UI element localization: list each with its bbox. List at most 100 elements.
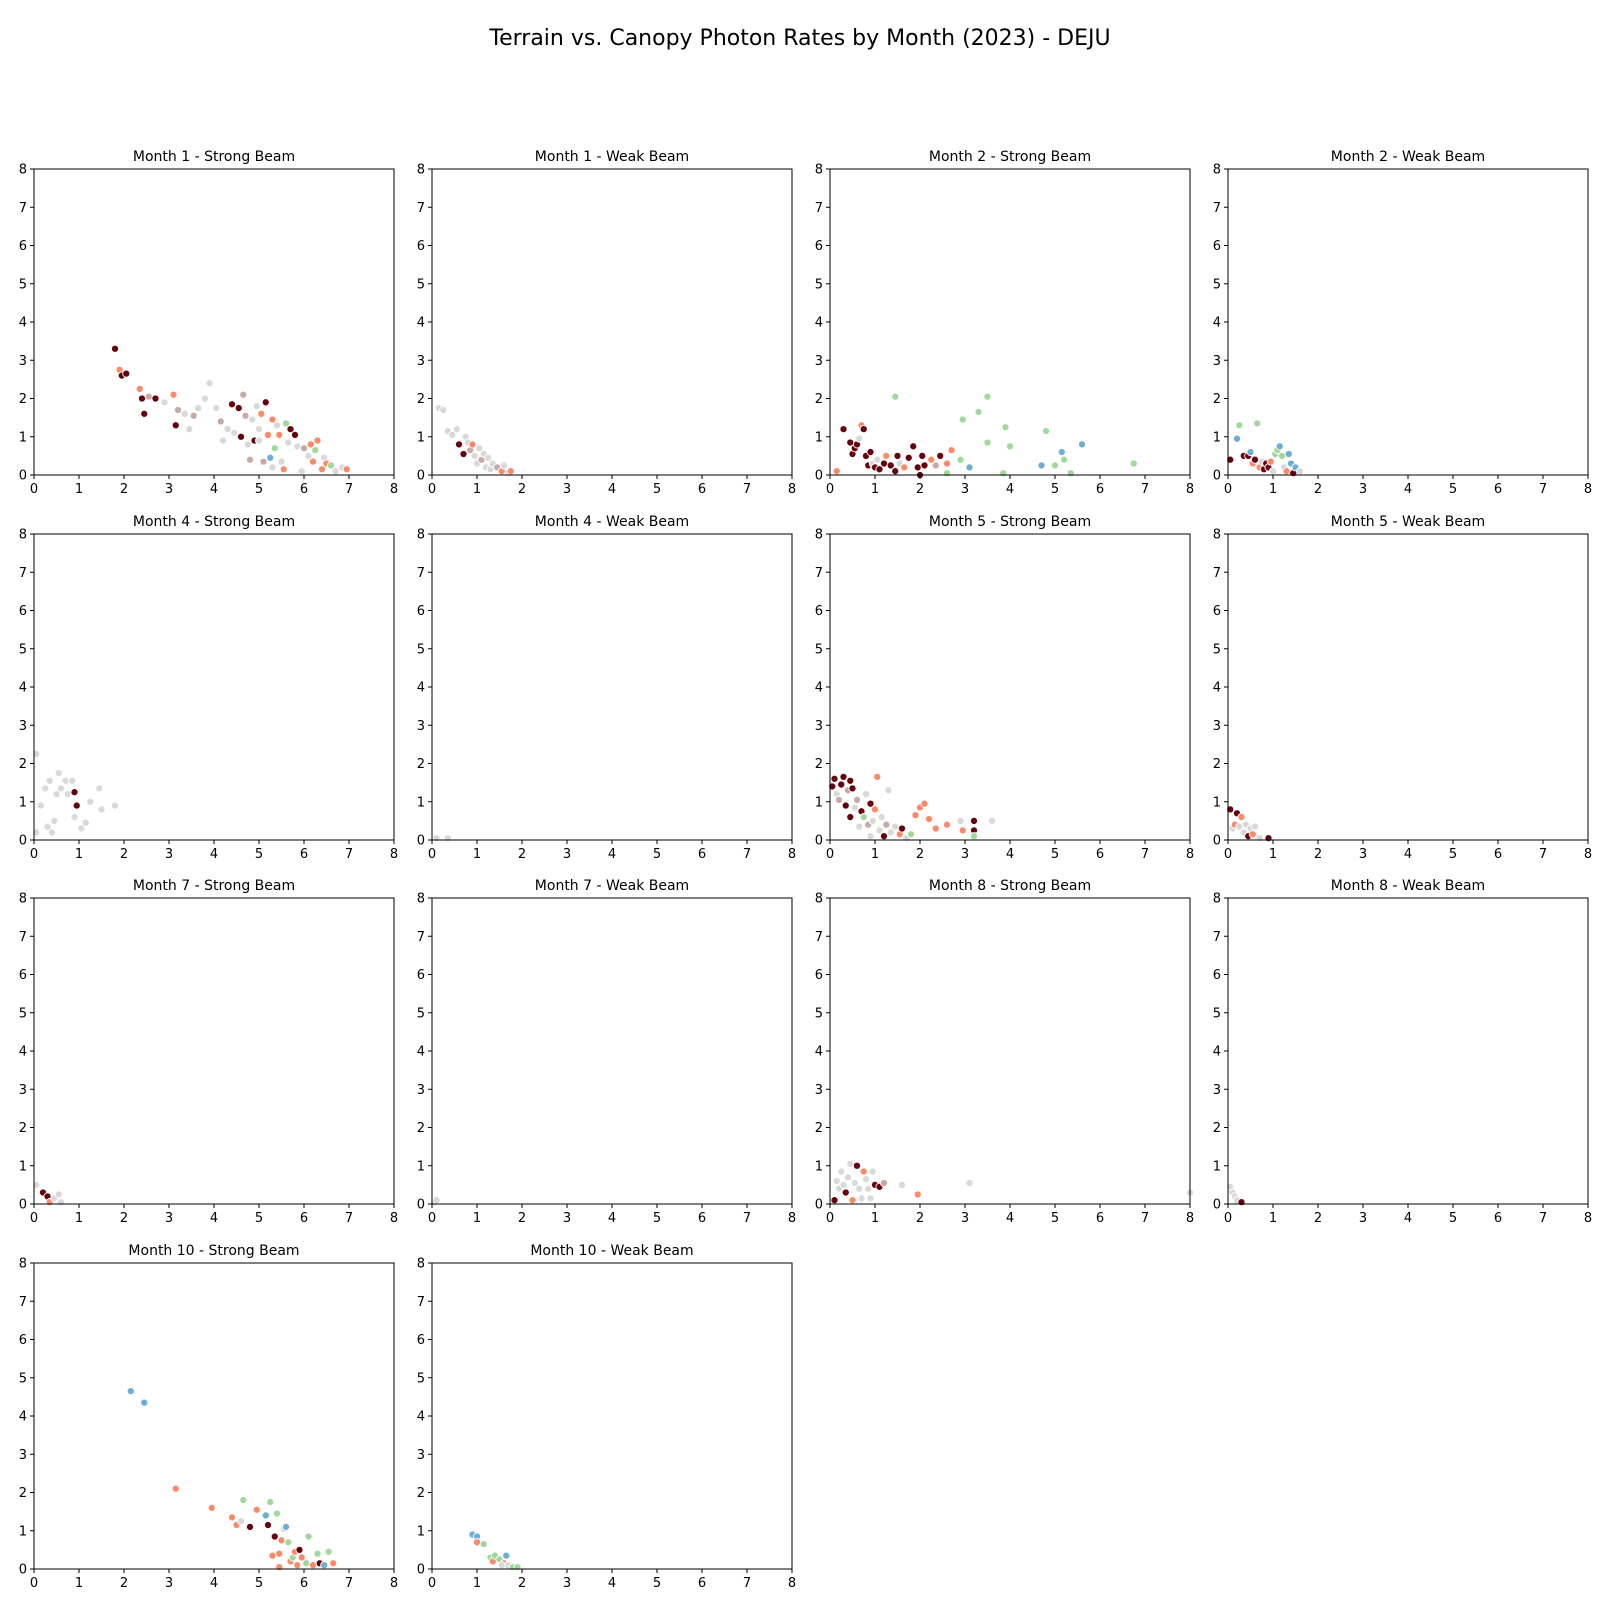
x-tick-label: 5 (1449, 482, 1457, 497)
scatter-point (212, 404, 221, 413)
scatter-point (137, 394, 147, 403)
y-tick-label: 0 (417, 469, 425, 484)
scatter-point (293, 442, 302, 451)
scatter-point (140, 1398, 149, 1407)
scatter-point (454, 440, 464, 449)
y-tick-label: 5 (19, 277, 27, 292)
scatter-point (70, 788, 79, 797)
scatter-point (302, 1559, 311, 1568)
y-tick-label: 4 (1213, 316, 1221, 331)
scatter-point (839, 772, 848, 781)
y-tick-label: 8 (417, 892, 425, 907)
y-tick-label: 0 (1213, 469, 1221, 484)
scatter-point (171, 1484, 180, 1493)
x-tick-label: 2 (120, 1211, 128, 1226)
scatter-point (1005, 442, 1015, 451)
y-tick-label: 5 (1213, 277, 1221, 292)
y-tick-label: 7 (417, 201, 425, 216)
y-tick-label: 7 (1213, 566, 1221, 581)
panel-title: Month 4 - Strong Beam (133, 514, 295, 530)
x-tick-label: 7 (1539, 1211, 1547, 1226)
x-tick-label: 3 (1359, 1211, 1367, 1226)
x-tick-label: 7 (743, 482, 751, 497)
scatter-point (81, 818, 90, 827)
x-tick-label: 8 (1186, 482, 1194, 497)
y-tick-label: 3 (417, 1448, 425, 1463)
x-tick-label: 3 (563, 1576, 571, 1591)
scatter-point (877, 813, 886, 822)
scatter-point (432, 834, 441, 843)
y-tick-label: 3 (1213, 719, 1221, 734)
scatter-point (70, 813, 79, 822)
x-tick-label: 1 (473, 1576, 481, 1591)
scatter-point (306, 440, 315, 449)
scatter-point (227, 400, 237, 409)
scatter-panel-2: Month 1 - Weak Beam 0 1 2 3 4 5 6 7 8 0 1 2 3 4 5 6 7 8 (417, 149, 796, 497)
scatter-point (909, 442, 918, 451)
x-tick-label: 3 (1359, 847, 1367, 862)
scatter-point (56, 784, 66, 793)
y-tick-label: 2 (1213, 757, 1221, 772)
y-tick-label: 1 (19, 1159, 27, 1174)
scatter-point (342, 465, 351, 474)
scatter-point (308, 1561, 318, 1570)
scatter-point (126, 1387, 135, 1396)
scatter-point (848, 784, 857, 793)
scatter-point (286, 425, 295, 434)
x-tick-label: 8 (390, 847, 398, 862)
x-tick-label: 7 (1141, 482, 1149, 497)
scatter-point (180, 409, 189, 418)
x-tick-label: 6 (1494, 847, 1502, 862)
scatter-point (324, 1547, 333, 1556)
x-tick-label: 7 (1141, 1211, 1149, 1226)
x-tick-label: 8 (390, 1211, 398, 1226)
scatter-point (86, 797, 95, 806)
y-tick-label: 1 (1213, 430, 1221, 445)
scatter-point (882, 451, 891, 460)
scatter-point (942, 820, 952, 829)
scatter-point (448, 430, 457, 439)
scatter-panel-8: Month 5 - Weak Beam 0 1 2 3 4 5 6 7 8 0 1 2 3 4 5 6 7 8 (1213, 514, 1592, 862)
scatter-point (918, 451, 927, 460)
scatter-point (45, 776, 54, 785)
x-tick-label: 3 (961, 847, 969, 862)
scatter-point (1266, 457, 1275, 466)
scatter-point (63, 790, 72, 799)
scatter-point (207, 1503, 216, 1512)
scatter-point (293, 1561, 302, 1570)
scatter-point (852, 1161, 862, 1170)
scatter-point (245, 1522, 255, 1531)
y-tick-label: 4 (815, 681, 823, 696)
x-tick-label: 8 (1584, 847, 1592, 862)
scatter-point (95, 784, 104, 793)
scatter-point (329, 1559, 338, 1568)
y-tick-label: 6 (1213, 239, 1221, 254)
scatter-point (171, 421, 180, 430)
x-tick-label: 0 (428, 1211, 436, 1226)
x-tick-label: 2 (120, 847, 128, 862)
scatter-point (1275, 442, 1284, 451)
scatter-point (866, 1194, 875, 1203)
y-tick-label: 8 (815, 163, 823, 178)
scatter-point (140, 409, 149, 418)
scatter-point (239, 1496, 248, 1505)
scatter-point (1041, 426, 1051, 436)
scatter-point (1059, 455, 1069, 464)
y-tick-label: 6 (417, 604, 425, 619)
scatter-point (484, 453, 493, 462)
x-tick-label: 4 (608, 482, 616, 497)
scatter-point (920, 461, 929, 470)
y-tick-label: 6 (19, 604, 27, 619)
y-tick-label: 7 (417, 930, 425, 945)
scatter-point (189, 411, 198, 420)
scatter-point (54, 769, 63, 778)
scatter-point (868, 1167, 877, 1176)
scatter-point (245, 455, 255, 464)
scatter-point (234, 404, 243, 413)
y-tick-label: 0 (19, 1563, 27, 1578)
x-tick-label: 0 (1224, 847, 1232, 862)
scatter-point (882, 820, 891, 829)
y-tick-label: 3 (815, 354, 823, 369)
scatter-point (275, 1563, 284, 1572)
x-tick-label: 8 (788, 847, 796, 862)
